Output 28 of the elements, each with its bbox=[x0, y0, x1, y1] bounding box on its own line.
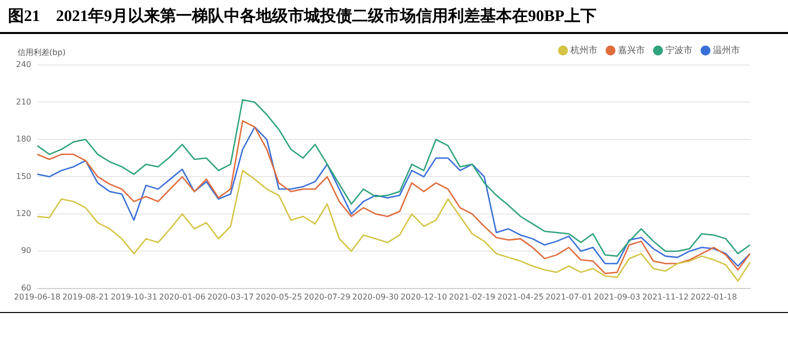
chart-title: 图21 2021年9月以来第一梯队中各地级市城投债二级市场信用利差基本在90BP上下 bbox=[8, 6, 596, 27]
y-tick-label: 120 bbox=[16, 209, 32, 218]
y-tick-label: 60 bbox=[21, 283, 32, 292]
x-tick-label: 2020-07-29 bbox=[304, 292, 350, 302]
y-tick-label: 180 bbox=[16, 134, 32, 144]
y-tick-label: 240 bbox=[16, 60, 32, 70]
y-tick-label: 210 bbox=[16, 97, 32, 106]
x-tick-label: 2021-02-19 bbox=[448, 292, 496, 302]
x-tick-label: 2020-05-25 bbox=[256, 292, 302, 302]
x-tick-label: 2020-12-10 bbox=[400, 292, 448, 302]
x-tick-label: 2020-03-17 bbox=[207, 292, 254, 302]
x-tick-label: 2019-10-31 bbox=[110, 292, 158, 302]
y-tick-label: 150 bbox=[16, 172, 32, 181]
x-tick-label: 2021-11-12 bbox=[642, 292, 689, 302]
legend-label: 嘉兴市 bbox=[618, 44, 645, 56]
legend-label: 宁波市 bbox=[666, 44, 692, 56]
y-axis-title: 信用利差(bp) bbox=[17, 48, 66, 58]
y-tick-label: 90 bbox=[21, 246, 32, 256]
legend-label: 杭州市 bbox=[570, 44, 598, 56]
x-tick-label: 2021-04-25 bbox=[497, 292, 544, 302]
x-tick-label: 2020-09-30 bbox=[352, 292, 399, 302]
x-tick-label: 2019-06-18 bbox=[14, 292, 61, 302]
x-tick-label: 2022-01-18 bbox=[690, 292, 738, 302]
x-tick-label: 2019-08-21 bbox=[62, 292, 109, 302]
x-tick-label: 2021-07-01 bbox=[546, 292, 592, 302]
x-tick-label: 2021-09-03 bbox=[594, 292, 640, 302]
x-tick-label: 2020-01-06 bbox=[158, 292, 206, 302]
legend-label: 温州市 bbox=[713, 44, 740, 56]
